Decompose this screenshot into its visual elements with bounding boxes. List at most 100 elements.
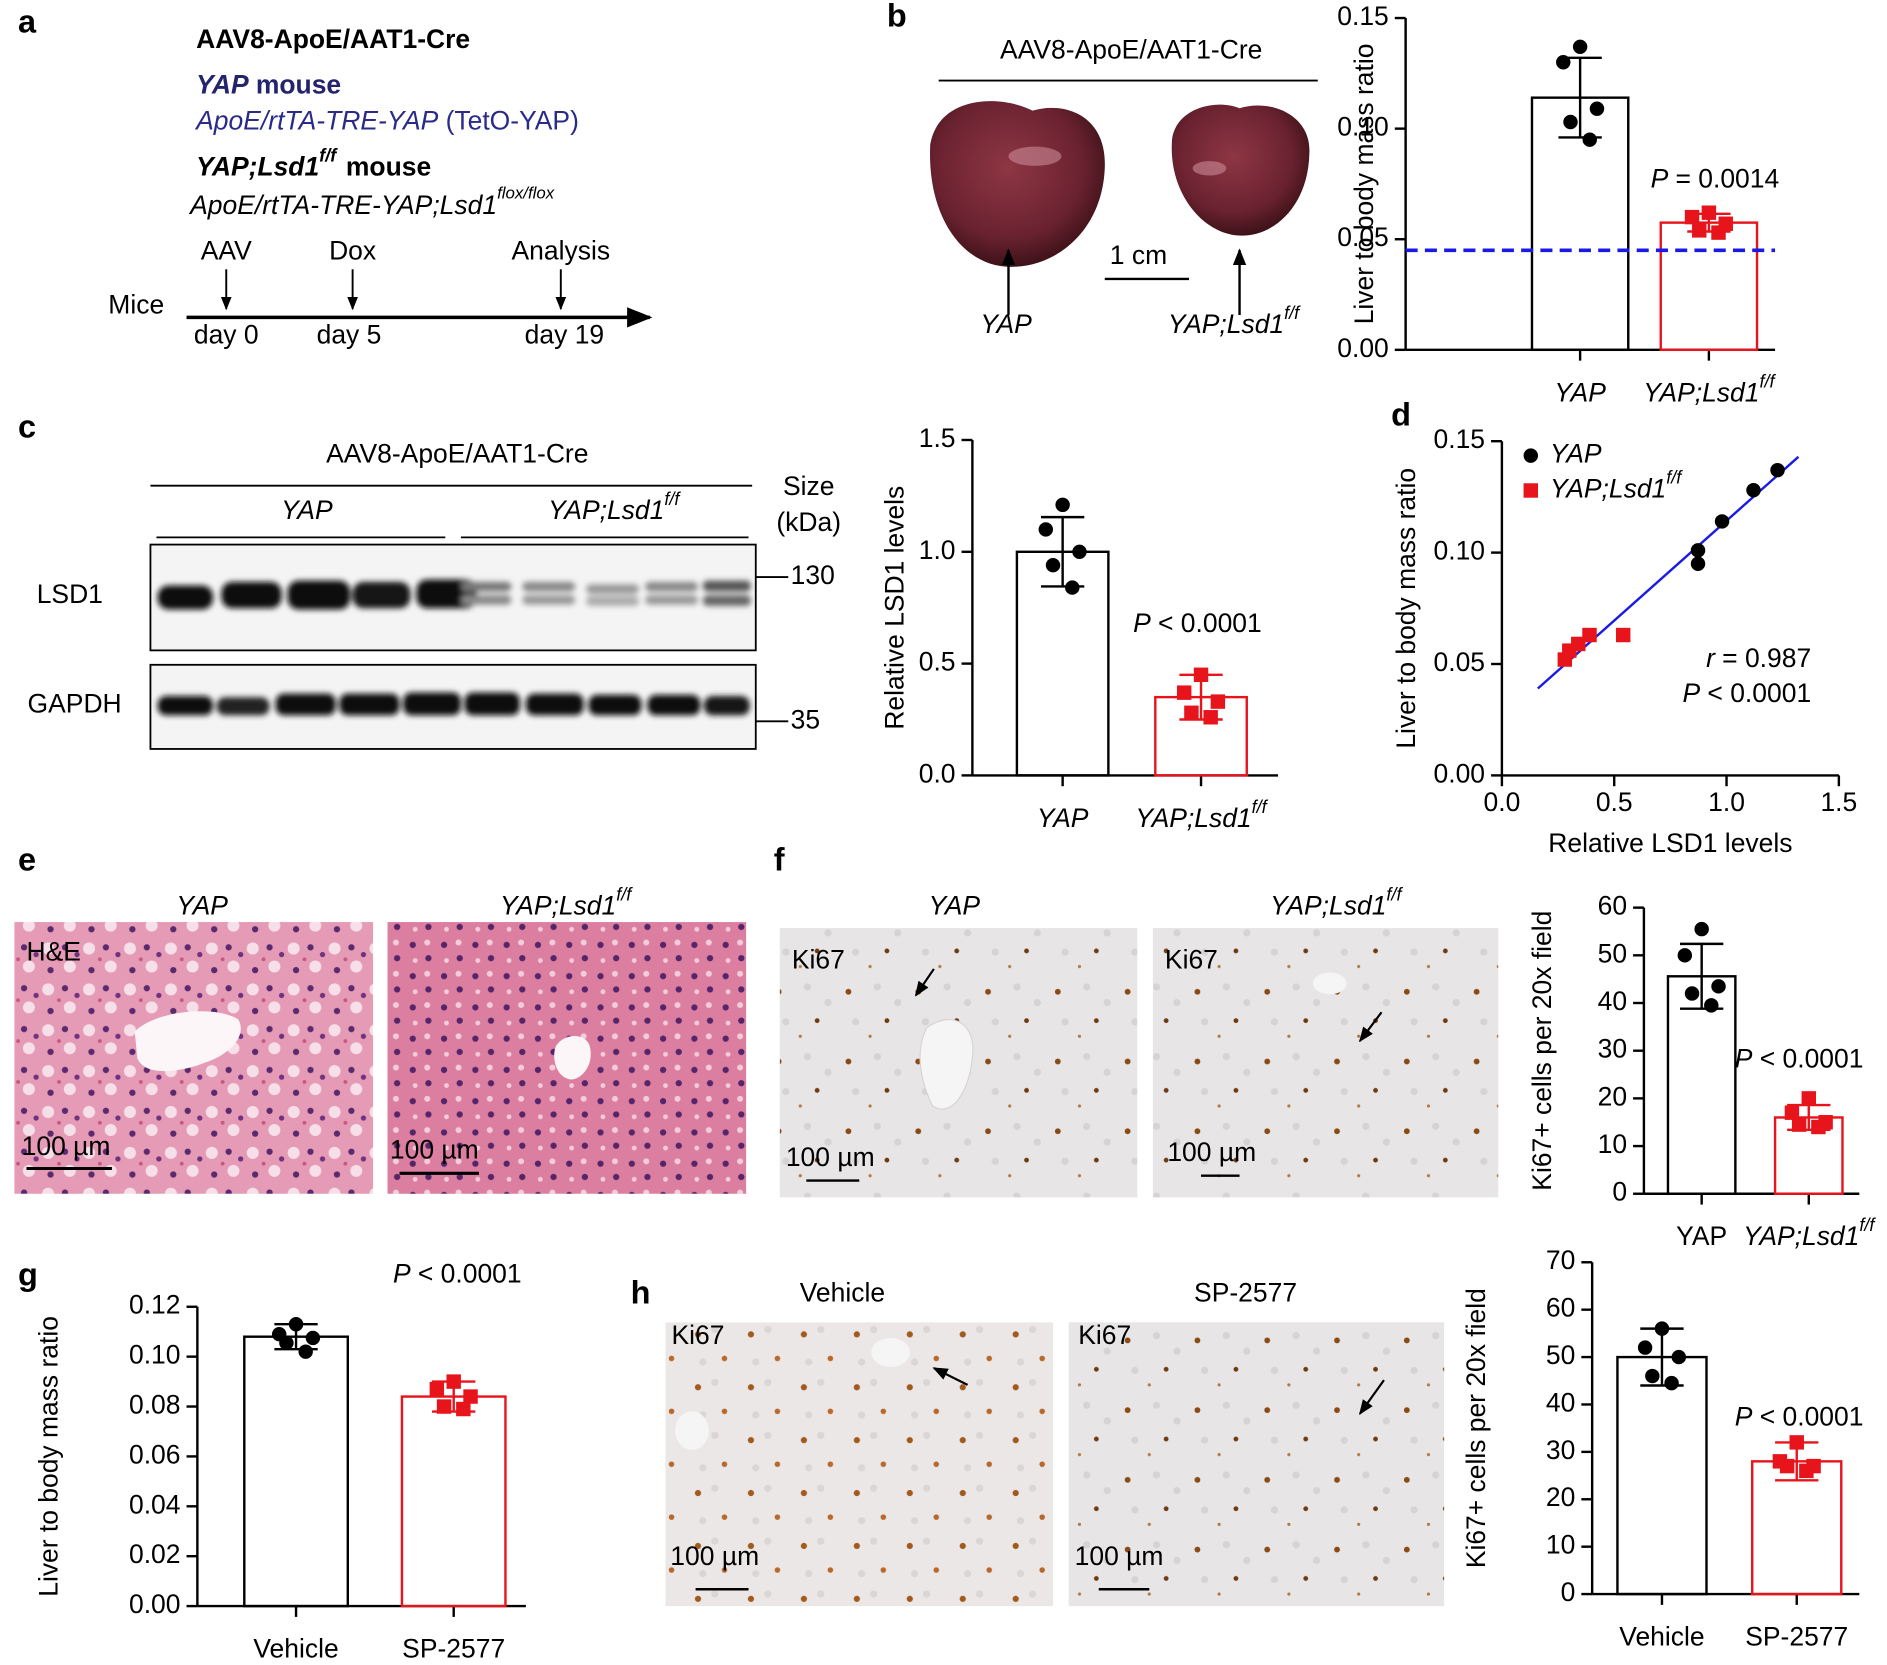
genotype: YAP <box>196 70 249 100</box>
liver-lsd1 <box>1171 104 1310 236</box>
image-title: YAP;Lsd1f/f <box>1270 884 1403 920</box>
data-point <box>298 1344 313 1359</box>
bar <box>1616 1355 1708 1596</box>
ihc-image <box>665 1322 1054 1607</box>
data-point <box>1556 55 1571 70</box>
liver-highlight <box>1008 146 1062 166</box>
y-tick-label: 30 <box>1598 1034 1627 1064</box>
genotype: YAP;Lsd1 <box>196 151 319 181</box>
genotype-superscript: f/f <box>319 145 338 165</box>
data-point <box>1811 1119 1826 1135</box>
y-axis-label: Liver to body mass ratio <box>1349 44 1379 325</box>
data-point <box>1045 557 1061 573</box>
construct-line: ApoE/rtTA-TRE-YAP;Lsd1flox/flox <box>188 184 555 220</box>
label-text: YAP;Lsd1 <box>1168 309 1284 339</box>
data-point <box>1203 710 1218 725</box>
timeline-label: Mice <box>108 290 164 320</box>
data-point <box>1038 522 1054 537</box>
data-point <box>1692 223 1707 238</box>
image-title: YAP <box>176 891 228 921</box>
group-label: YAP;Lsd1f/f <box>548 489 681 525</box>
mouse-line: YAP mouse <box>196 70 341 100</box>
annotation-symbol: r <box>1706 643 1716 673</box>
mouse-word: mouse <box>346 151 431 181</box>
label-text: YAP <box>1037 803 1089 833</box>
band <box>287 580 351 610</box>
x-tick-label: YAP;Lsd1f/f <box>1743 1215 1876 1251</box>
data-point <box>429 1381 445 1397</box>
annotation: P < 0.0001 <box>1683 678 1812 708</box>
vessel <box>675 1411 709 1450</box>
label-text: YAP;Lsd1 <box>548 495 664 525</box>
y-tick-label: 40 <box>1598 986 1627 1016</box>
photo-label: YAP <box>980 309 1032 339</box>
vessel <box>1312 972 1347 995</box>
y-tick-label: 30 <box>1546 1435 1575 1465</box>
scale-label: 100 µm <box>1167 1137 1256 1167</box>
band <box>460 581 512 592</box>
y-tick-label: 60 <box>1598 891 1627 921</box>
y-tick-label: 70 <box>1546 1245 1575 1275</box>
x-tick-label: 0.0 <box>1483 787 1520 817</box>
band <box>647 694 701 716</box>
stain-label: Ki67 <box>792 945 845 975</box>
data-point <box>1582 132 1597 147</box>
event-label: Analysis <box>512 235 611 265</box>
band <box>586 584 640 594</box>
y-tick-label: 0.10 <box>129 1340 181 1370</box>
data-point <box>1664 1375 1679 1391</box>
x-tick-label: 1.5 <box>1820 787 1857 817</box>
band <box>586 596 640 606</box>
data-point <box>1645 1368 1660 1384</box>
legend-marker <box>1523 448 1539 463</box>
event-label: AAV <box>201 235 252 265</box>
y-tick-label: 0.04 <box>129 1489 181 1519</box>
band <box>339 693 400 716</box>
liver-photo: AAV8-ApoE/AAT1-Cre 1 cm YAP YAP;Lsd1f/f <box>930 35 1318 339</box>
marker-label: 130 <box>791 560 835 590</box>
panel-label: d <box>1391 397 1411 433</box>
x-tick-label: 0.5 <box>1596 787 1633 817</box>
data-point <box>1711 979 1726 994</box>
image-title: Vehicle <box>800 1278 885 1308</box>
y-tick-label: 10 <box>1546 1530 1575 1560</box>
annotation-text: < 0.0001 <box>418 1258 522 1288</box>
label-text: YAP <box>1550 439 1602 469</box>
label-superscript: f/f <box>616 884 633 904</box>
construct-line: ApoE/rtTA-TRE-YAP (TetO-YAP) <box>194 106 579 136</box>
data-point <box>1799 1463 1814 1479</box>
data-point <box>1557 652 1573 667</box>
y-tick-label: 60 <box>1546 1293 1575 1323</box>
vessel <box>554 1035 591 1080</box>
data-point <box>1701 205 1717 220</box>
label-text: SP-2577 <box>1745 1622 1848 1652</box>
data-point <box>1684 209 1700 225</box>
label-superscript: f/f <box>1759 371 1776 391</box>
annotation: P < 0.0001 <box>1133 608 1262 638</box>
band <box>522 581 576 592</box>
y-tick-label: 0.00 <box>1434 758 1486 788</box>
label-text: YAP;Lsd1 <box>1643 377 1759 407</box>
band <box>522 595 576 605</box>
y-tick-label: 0.10 <box>1434 536 1486 566</box>
y-tick-label: 0.05 <box>1434 647 1486 677</box>
label-text: YAP;Lsd1 <box>1270 891 1386 921</box>
y-tick-label: 10 <box>1598 1129 1627 1159</box>
y-tick-label: 0.05 <box>1337 222 1389 252</box>
stain-label: Ki67 <box>1165 945 1218 975</box>
data-point <box>1065 580 1080 595</box>
label-text: YAP <box>1676 1221 1727 1251</box>
band <box>275 693 336 716</box>
image-title: YAP;Lsd1f/f <box>500 884 633 920</box>
data-point <box>1677 948 1693 963</box>
pointer-arrow <box>1358 1011 1383 1043</box>
panel-label: h <box>631 1274 651 1310</box>
stain-label: Ki67 <box>672 1320 725 1350</box>
band <box>702 580 751 592</box>
y-tick-label: 0 <box>1612 1177 1627 1207</box>
label-superscript: f/f <box>1386 884 1403 904</box>
band <box>525 693 584 716</box>
band <box>464 692 520 716</box>
liver-yap <box>930 101 1105 267</box>
annotation: P = 0.0014 <box>1651 163 1780 193</box>
